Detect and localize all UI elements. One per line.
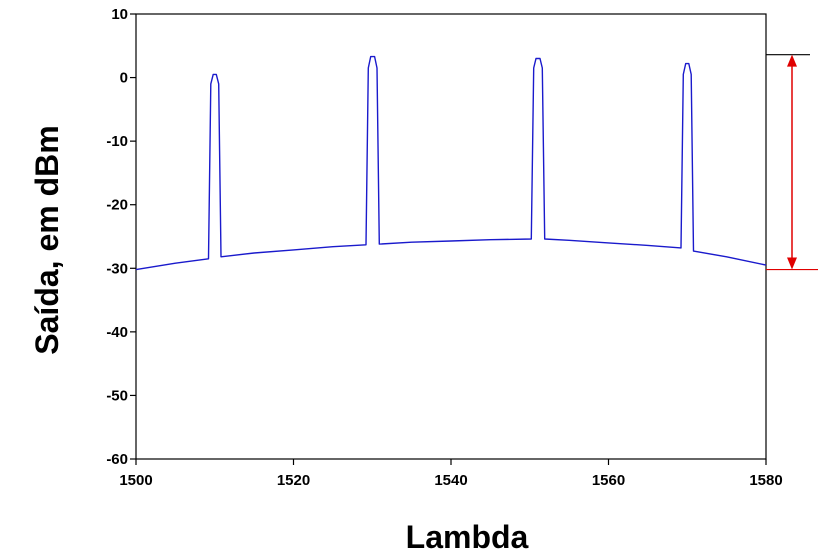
y-tick-label: -20 [106, 197, 128, 214]
x-tick-label: 1560 [592, 472, 625, 489]
x-tick-label: 1520 [277, 472, 310, 489]
y-tick-label: -60 [106, 451, 128, 468]
y-axis-title: Saída, em dBm [29, 125, 65, 354]
x-axis-title: Lambda [406, 519, 529, 555]
annotation-arrow-head-top [787, 55, 797, 67]
y-tick-label: -30 [106, 260, 128, 277]
y-tick-label: 10 [111, 6, 128, 23]
x-tick-label: 1580 [749, 472, 782, 489]
x-tick-label: 1500 [119, 472, 152, 489]
y-tick-label: -10 [106, 133, 128, 150]
y-tick-label: -50 [106, 387, 128, 404]
series-line [136, 57, 766, 270]
plot-frame [136, 14, 766, 459]
y-tick-label: 0 [120, 70, 128, 87]
plot-axes [130, 14, 766, 465]
annotation-arrow-head-bottom [787, 258, 797, 270]
range-annotation [766, 55, 818, 270]
x-tick-label: 1540 [434, 472, 467, 489]
series-layer [136, 57, 766, 270]
y-tick-label: -40 [106, 324, 128, 341]
